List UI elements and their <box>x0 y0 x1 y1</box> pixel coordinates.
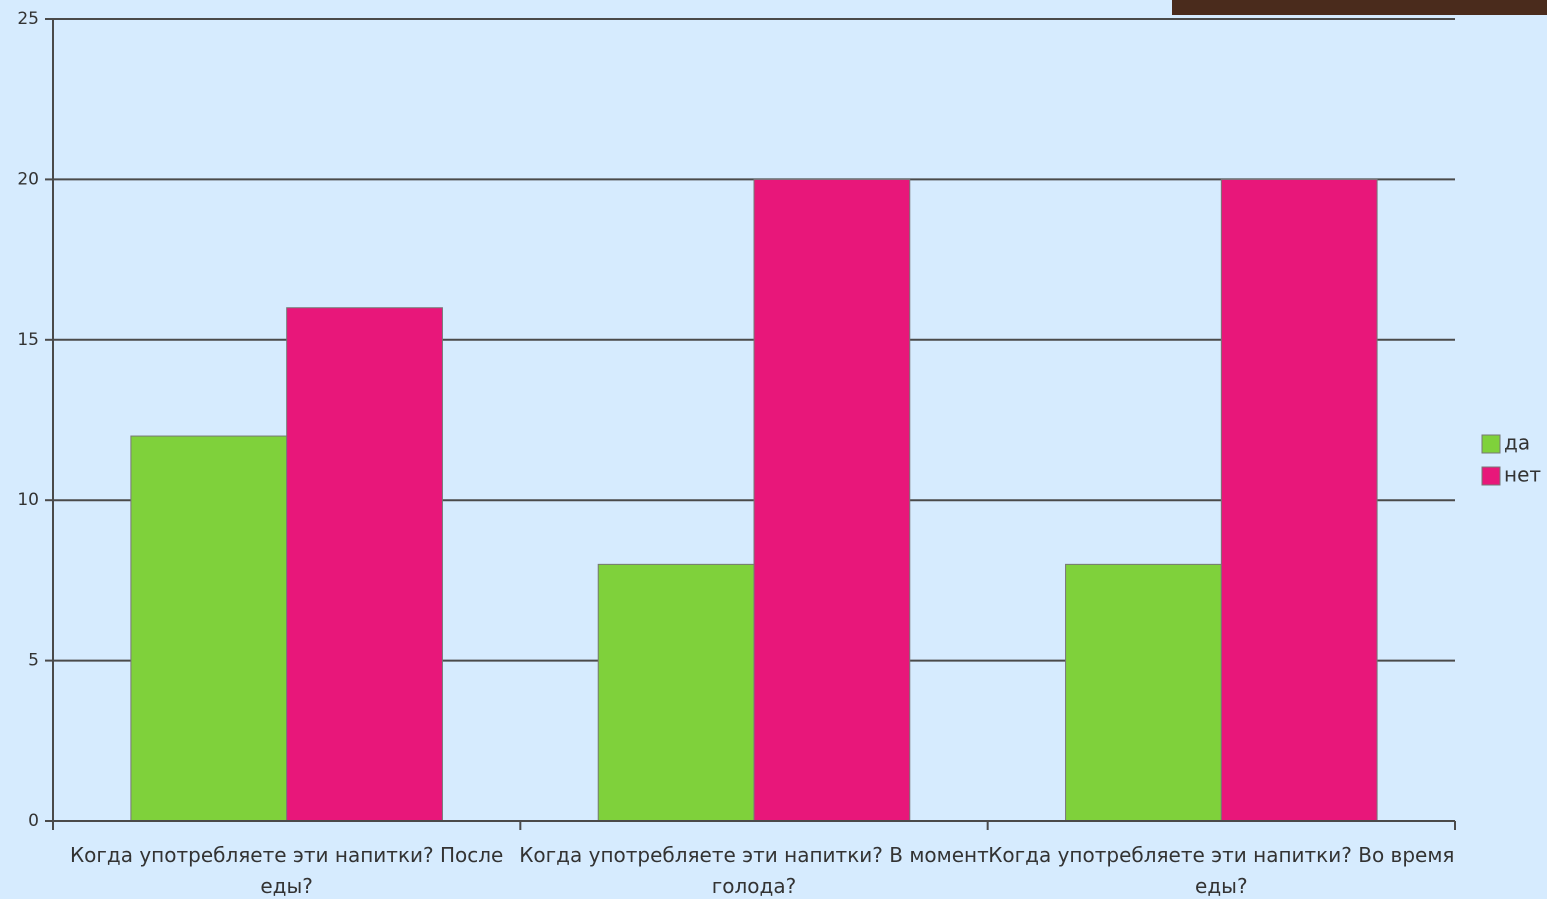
x-tick-label: Когда употребляете эти напитки? Во время… <box>988 843 1455 898</box>
y-tick-label: 5 <box>28 651 39 671</box>
legend-label: да <box>1504 431 1530 455</box>
legend-swatch <box>1481 434 1501 454</box>
bar <box>753 178 911 822</box>
x-tick-label: Когда употребляете эти напитки? После ед… <box>69 843 504 898</box>
bar <box>286 307 443 822</box>
x-tick-label: Когда употребляете эти напитки? В момент… <box>519 843 989 898</box>
y-tick-label: 0 <box>28 811 39 831</box>
bar <box>1220 178 1378 822</box>
y-tick-label: 10 <box>17 490 39 510</box>
y-tick-label: 20 <box>17 169 39 189</box>
legend-swatch <box>1481 466 1501 486</box>
y-tick-label: 25 <box>17 9 39 29</box>
photo-corner <box>1172 0 1547 15</box>
legend-label: нет <box>1504 463 1541 487</box>
bar <box>130 435 288 822</box>
bar <box>1065 563 1222 822</box>
y-tick-label: 15 <box>17 330 39 350</box>
bar <box>597 563 755 822</box>
